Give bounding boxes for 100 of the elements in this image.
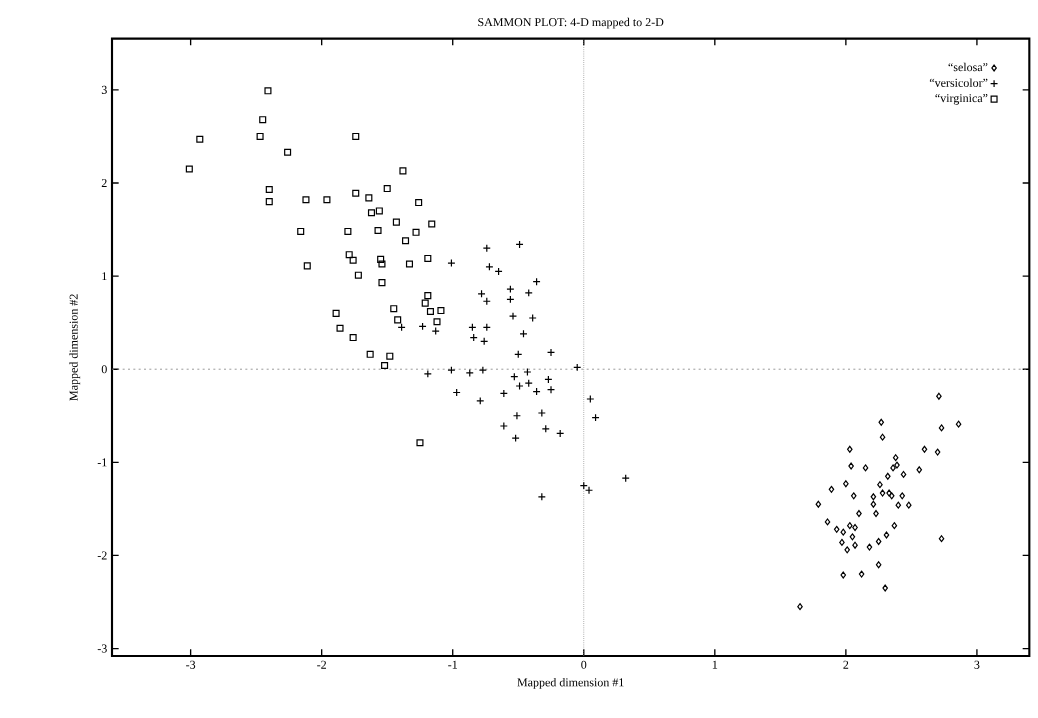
point	[256, 132, 264, 140]
point	[895, 501, 902, 509]
legend-label: “versicolor”	[929, 78, 988, 87]
point	[847, 522, 853, 530]
point	[900, 470, 907, 478]
point	[938, 535, 945, 543]
point	[511, 434, 520, 443]
point	[447, 259, 456, 268]
point	[374, 226, 382, 235]
legend-label: “virginica”	[935, 94, 988, 105]
point	[866, 543, 873, 551]
y-tick-label: -1	[97, 458, 107, 467]
point	[383, 185, 391, 193]
point	[894, 461, 900, 469]
point	[839, 538, 845, 546]
point	[437, 307, 445, 315]
chart-title: SAMMON PLOT: 4-D mapped to 2-D	[478, 17, 664, 29]
point	[892, 454, 899, 462]
point	[523, 367, 532, 377]
point	[416, 439, 424, 447]
point	[848, 462, 854, 470]
x-tick-label: -2	[317, 660, 327, 669]
point	[447, 366, 456, 375]
point	[265, 198, 273, 206]
point	[512, 411, 522, 420]
y-tick-label: 3	[101, 85, 107, 94]
point	[883, 531, 890, 539]
point	[478, 366, 487, 375]
point	[349, 334, 357, 342]
point	[302, 196, 310, 204]
point	[844, 546, 850, 554]
point	[537, 408, 546, 418]
point	[428, 220, 436, 228]
x-tick-label: -1	[448, 660, 458, 669]
y-tick-label: 2	[101, 179, 107, 187]
point	[424, 292, 432, 300]
point	[508, 312, 518, 321]
point	[856, 510, 862, 518]
point	[885, 472, 891, 480]
point	[264, 87, 272, 95]
point	[284, 148, 292, 156]
point	[878, 418, 885, 426]
point	[875, 537, 882, 546]
point	[870, 493, 877, 501]
point	[365, 194, 373, 202]
point	[833, 525, 840, 533]
legend-label: “selosa”	[948, 62, 988, 72]
point	[259, 116, 267, 124]
point	[499, 421, 508, 431]
point	[297, 227, 305, 235]
point	[426, 307, 434, 316]
point	[424, 254, 432, 262]
point	[849, 533, 856, 541]
point	[546, 348, 556, 357]
point	[890, 464, 896, 472]
point	[392, 218, 400, 226]
point	[378, 279, 386, 287]
point	[423, 369, 432, 378]
point	[877, 481, 883, 489]
point	[386, 352, 394, 360]
point	[352, 132, 360, 140]
y-tick-label: -2	[97, 551, 107, 560]
point	[367, 209, 376, 217]
point	[405, 260, 414, 268]
point	[352, 189, 360, 197]
point	[586, 394, 595, 404]
point	[354, 271, 362, 279]
point	[515, 381, 524, 391]
point	[336, 324, 344, 332]
point	[936, 392, 942, 400]
point	[349, 256, 357, 264]
point	[870, 500, 877, 508]
point	[402, 237, 410, 245]
point	[265, 185, 273, 194]
point	[840, 528, 847, 536]
point	[815, 500, 822, 508]
point	[196, 135, 204, 143]
point	[862, 464, 869, 472]
point	[850, 492, 857, 500]
point	[381, 361, 389, 370]
point	[375, 207, 383, 215]
point	[415, 199, 423, 207]
point	[824, 518, 831, 526]
point	[797, 603, 803, 611]
point	[378, 260, 386, 268]
x-tick-label: 2	[843, 660, 849, 669]
y-tick-label: -3	[97, 644, 107, 653]
x-tick-label: 0	[581, 660, 587, 669]
y-axis-title: Mapped dimension #2	[69, 294, 81, 401]
point	[524, 288, 533, 297]
point	[431, 326, 440, 336]
point	[899, 492, 906, 500]
point	[916, 466, 923, 474]
point	[840, 571, 847, 579]
y-tick-label: 1	[102, 272, 107, 281]
point	[344, 227, 352, 235]
x-tick-label: 1	[712, 660, 718, 669]
point	[882, 584, 888, 592]
point	[828, 485, 835, 493]
point	[852, 541, 858, 549]
